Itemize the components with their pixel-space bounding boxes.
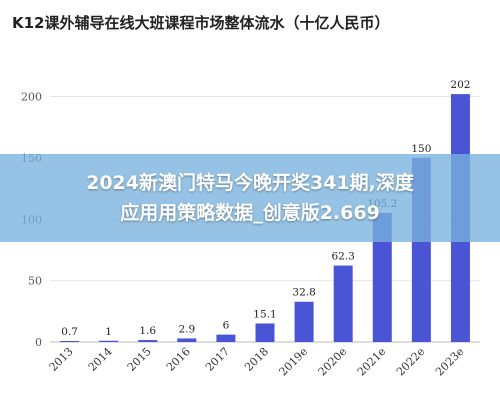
x-tick-label: 2014 [86, 345, 115, 374]
chart-title: K12课外辅导在线大班课程市场整体流水（十亿人民币） [12, 14, 390, 32]
x-tick-label: 2016 [164, 345, 193, 374]
data-label: 150 [411, 143, 431, 155]
x-tick-label: 2023e [433, 345, 467, 379]
data-label: 2.9 [178, 323, 195, 335]
data-label: 1.6 [139, 325, 156, 337]
bar [294, 301, 314, 342]
data-label: 1 [105, 326, 112, 338]
bar [99, 340, 119, 342]
data-label: 202 [450, 79, 470, 91]
x-axis: 2013 2014 2015 2016 2017 2018 2019e 2020e 2021e 2… [47, 345, 467, 379]
data-label: 0.7 [61, 326, 78, 338]
bar [333, 265, 353, 342]
x-tick-label: 2022e [394, 345, 428, 379]
bar [372, 212, 392, 342]
x-tick-label: 2018 [242, 345, 271, 374]
watermark-line-2: 应用用策略数据_创意版2.669 [120, 202, 380, 224]
watermark-banner: 2024新澳门特马今晚开奖341期,深度 应用用策略数据_创意版2.669 [0, 154, 500, 242]
y-tick-label: 0 [35, 336, 42, 349]
data-label: 15.1 [253, 308, 276, 320]
x-tick-label: 2020e [316, 345, 350, 379]
x-tick-label: 2015 [125, 345, 154, 374]
watermark-line-1: 2024新澳门特马今晚开奖341期,深度 [86, 172, 414, 194]
x-tick-label: 2019e [277, 345, 311, 379]
data-label: 6 [223, 320, 230, 332]
y-tick-label: 200 [21, 91, 42, 104]
x-tick-label: 2021e [355, 345, 389, 379]
bar [177, 338, 197, 342]
data-label: 32.8 [292, 287, 315, 299]
bar [60, 341, 80, 342]
data-label: 62.3 [331, 251, 354, 263]
x-tick-label: 2013 [47, 345, 76, 374]
bar [255, 323, 275, 342]
x-tick-label: 2017 [203, 345, 232, 374]
y-tick-label: 50 [28, 275, 42, 288]
bar [138, 340, 158, 342]
bar [216, 334, 236, 342]
